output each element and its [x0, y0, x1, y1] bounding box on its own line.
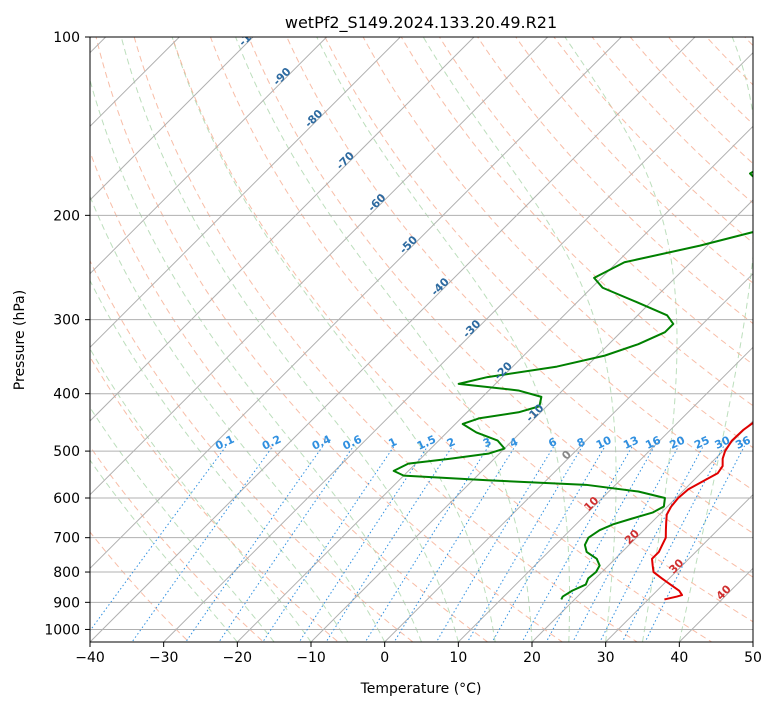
- mixing-ratio-line: [435, 445, 555, 642]
- moist-adiabat-line: [171, 37, 496, 642]
- x-tick-label: −20: [223, 650, 253, 666]
- x-tick-label: −30: [149, 650, 179, 666]
- moist-adiabat-line: [678, 37, 753, 642]
- dry-adiabat-line: [90, 531, 190, 642]
- x-tick-label: 10: [449, 650, 467, 666]
- y-tick-label: 1000: [44, 622, 80, 638]
- y-tick-label: 800: [53, 565, 80, 581]
- x-tick-label: 50: [744, 650, 762, 666]
- isotherm-line: [236, 125, 753, 642]
- y-tick-label: 500: [53, 444, 80, 460]
- mixing-ratio-label: 20: [668, 433, 688, 451]
- mixing-ratio-line: [599, 445, 704, 642]
- isotherm-line: [90, 37, 475, 422]
- isotherm-line: [90, 37, 328, 275]
- isotherm-line: [457, 346, 753, 642]
- dry-adiabats: [90, 37, 753, 642]
- x-tick-label: 30: [597, 650, 615, 666]
- mixing-ratio-line: [298, 445, 429, 642]
- mixing-ratio-lines: [90, 445, 745, 642]
- dry-adiabat-line: [400, 37, 753, 407]
- axes-frame: [89, 36, 754, 643]
- isotherm-line: [90, 37, 549, 496]
- y-tick-label: 600: [53, 491, 80, 507]
- mixing-ratio-label: 36: [733, 433, 753, 451]
- moist-adiabat-line: [235, 37, 533, 642]
- mixing-ratio-label: 10: [594, 433, 614, 451]
- x-tick-label: 0: [380, 650, 389, 666]
- dry-adiabat-line: [286, 37, 753, 534]
- mixing-ratio-line: [325, 445, 454, 642]
- y-tick-label: 300: [53, 313, 80, 329]
- isotherm-line: [605, 493, 753, 642]
- pressure-gridlines: [90, 37, 753, 630]
- isotherm-line: [531, 420, 753, 642]
- y-axis: 100 200 300 400 500 600 700 800 900 1000: [44, 30, 90, 638]
- temperature-profile-line: [651, 421, 753, 601]
- dry-adiabat-line: [248, 37, 753, 578]
- moist-adiabat-line: [316, 37, 571, 642]
- dry-adiabat-line: [324, 37, 753, 491]
- dry-adiabat-line: [90, 259, 414, 642]
- y-tick-label: 400: [53, 387, 80, 403]
- dry-adiabat-line: [209, 37, 753, 623]
- moist-adiabat-line: [120, 37, 459, 642]
- mixing-ratio-line: [621, 445, 725, 642]
- isotherm-line: [90, 37, 622, 570]
- moist-adiabat-line: [90, 459, 238, 642]
- isotherm-line: [90, 37, 254, 201]
- mixing-ratio-line: [393, 445, 516, 642]
- mixing-ratio-line: [90, 445, 227, 632]
- dry-adiabat-line: [95, 37, 564, 642]
- x-tick-label: −10: [296, 650, 326, 666]
- dry-adiabat-line: [133, 37, 638, 642]
- dry-adiabat-line: [362, 37, 753, 449]
- dry-adiabat-line: [553, 37, 753, 244]
- mixing-ratio-line: [364, 445, 490, 642]
- moist-adiabat-line: [90, 279, 349, 642]
- dry-adiabat-line: [171, 37, 713, 642]
- dry-adiabat-line: [591, 37, 753, 204]
- dry-adiabat-line: [515, 37, 753, 284]
- y-tick-label: 900: [53, 595, 80, 611]
- dry-adiabat-label: -100: [236, 20, 265, 49]
- mixing-ratio-label: 25: [692, 434, 711, 452]
- skewed-isotherms: [90, 37, 753, 642]
- isotherm-line: [310, 199, 753, 642]
- mixing-ratio-line: [262, 445, 395, 642]
- x-axis: −40 −30 −20 −10 0 10 20 30 40 50: [75, 642, 762, 666]
- chart-title: wetPf2_S149.2024.133.20.49.R21: [285, 13, 557, 33]
- mixing-ratio-line: [572, 445, 680, 642]
- isotherm-line: [90, 37, 401, 349]
- mixing-ratio-line: [466, 445, 584, 642]
- moist-adiabat-line: [90, 195, 386, 642]
- mixing-ratio-label: 13: [621, 434, 640, 452]
- x-tick-label: 20: [523, 650, 541, 666]
- x-tick-label: 40: [670, 650, 688, 666]
- moist-adiabat-line: [422, 37, 617, 642]
- dry-adiabat-line: [90, 356, 339, 642]
- isotherm-line: [163, 51, 753, 642]
- mixing-ratio-label: 16: [643, 433, 663, 451]
- profile-lines: [392, 170, 753, 601]
- dewpoint-profile-line: [392, 170, 753, 600]
- mixing-ratio-label: 30: [713, 433, 733, 451]
- x-axis-label: Temperature (°C): [360, 681, 482, 697]
- isotherm-line: [384, 272, 753, 642]
- moist-adiabat-line: [90, 78, 422, 642]
- x-tick-label: −40: [75, 650, 105, 666]
- moist-adiabat-line: [90, 406, 275, 642]
- isotherm-line: [90, 37, 696, 642]
- y-tick-label: 700: [53, 531, 80, 547]
- mixing-ratio-line: [131, 445, 274, 642]
- y-tick-label: 100: [53, 30, 80, 46]
- y-axis-label: Pressure (hPa): [12, 290, 28, 390]
- y-tick-label: 200: [53, 208, 80, 224]
